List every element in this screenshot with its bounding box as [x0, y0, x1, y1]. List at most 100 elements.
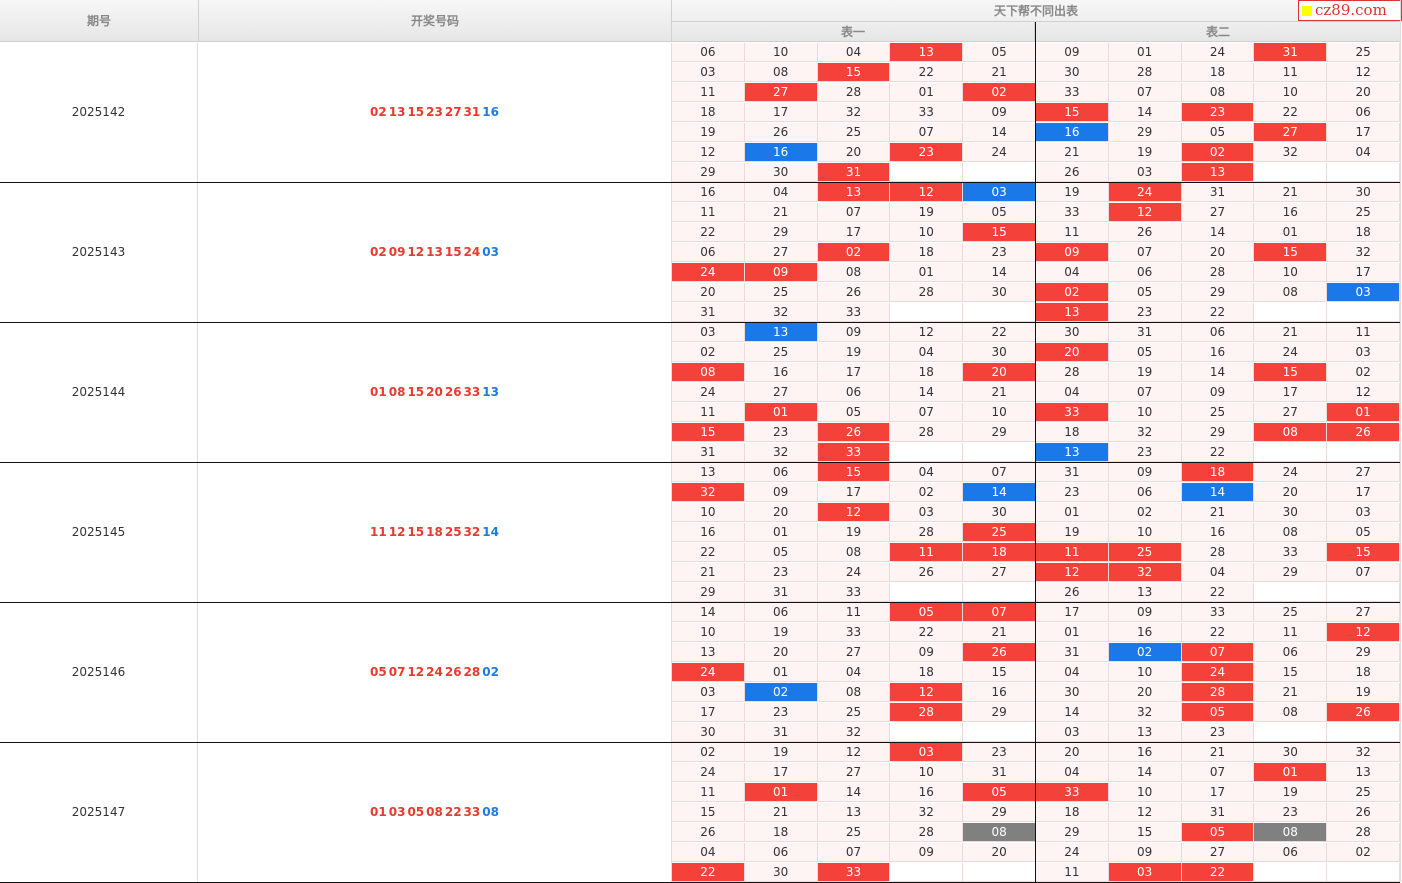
red-ball-number: 13	[388, 105, 406, 119]
table1-cell: 18	[963, 543, 1036, 562]
table2-cell: 07	[1108, 383, 1182, 402]
table1-cell: 32	[817, 103, 891, 122]
table2-cell: 01	[1108, 43, 1182, 62]
table2-cell: 24	[1036, 843, 1109, 862]
red-ball-number: 20	[426, 385, 443, 399]
draw-numbers: 01 08 15 20 26 33 13	[198, 323, 672, 462]
table1-cell: 11	[672, 403, 745, 422]
table2-cell: 32	[1327, 243, 1400, 262]
table1-cell: 21	[963, 383, 1036, 402]
issue-group: 2025142 02 13 15 23 27 31 16 06 10 04 13 05 03 08 15 22 2…	[0, 43, 1400, 183]
table1-cell: 14	[672, 603, 745, 622]
table2-cell	[1254, 583, 1328, 602]
table1-cell: 09	[744, 483, 818, 502]
table1-cell: 03	[672, 683, 745, 702]
table2-cell: 17	[1036, 603, 1109, 622]
table2-cell: 14	[1108, 103, 1182, 122]
table2-cell: 23	[1181, 103, 1255, 122]
table2-cell: 24	[1108, 183, 1182, 202]
draw-numbers: 05 07 12 24 26 28 02	[198, 603, 672, 742]
table2-cell: 01	[1036, 503, 1109, 522]
table1-cell: 20	[744, 503, 818, 522]
table2-cell: 23	[1108, 443, 1182, 462]
table2-cell: 19	[1108, 143, 1182, 162]
table2-cell: 22	[1181, 863, 1255, 882]
table1-cell: 33	[817, 623, 891, 642]
draw-numbers: 02 13 15 23 27 31 16	[198, 43, 672, 182]
table2-cell: 09	[1036, 243, 1109, 262]
red-ball-number: 12	[407, 665, 425, 679]
table2-cell: 05	[1108, 283, 1182, 302]
table1-cell: 02	[817, 243, 891, 262]
table2-cell: 16	[1181, 523, 1255, 542]
table1-cell: 28	[890, 283, 964, 302]
main-table-title: 天下帮不同出表	[672, 0, 1400, 22]
table1-cell	[963, 863, 1036, 882]
table1-cell: 18	[890, 663, 964, 682]
table2-cell: 04	[1036, 763, 1109, 782]
table2-cell: 08	[1181, 83, 1255, 102]
table1-cell: 15	[817, 463, 891, 482]
table1-cell: 26	[672, 823, 745, 842]
table1-cell: 01	[744, 403, 818, 422]
red-ball-number: 32	[463, 525, 481, 539]
issue-column-header: 期号	[0, 0, 199, 42]
table2-cell: 26	[1036, 163, 1109, 182]
table1-cell: 23	[744, 423, 818, 442]
table2-cell: 09	[1108, 843, 1182, 862]
red-ball-number: 08	[426, 805, 443, 819]
table2-cell: 33	[1036, 203, 1109, 222]
table2-cell: 19	[1254, 783, 1328, 802]
table2-cell: 32	[1108, 703, 1182, 722]
table2-cell: 21	[1254, 183, 1328, 202]
table2-cell: 03	[1108, 163, 1182, 182]
table2-cell: 21	[1181, 503, 1255, 522]
red-ball-number: 09	[388, 245, 406, 259]
table2-cell: 24	[1254, 463, 1328, 482]
table2-cell: 33	[1181, 603, 1255, 622]
table2-cell: 10	[1254, 83, 1328, 102]
table1-cell: 01	[890, 83, 964, 102]
table1-cell: 20	[744, 643, 818, 662]
site-logo[interactable]: cz89.com	[1298, 0, 1402, 21]
table2-cell: 03	[1327, 503, 1400, 522]
red-ball-number: 31	[463, 105, 481, 119]
red-ball-number: 11	[370, 525, 387, 539]
table1-cell: 31	[744, 723, 818, 742]
table1-header: 表一	[672, 22, 1035, 42]
table1-cell: 22	[890, 623, 964, 642]
table2-cell: 05	[1108, 343, 1182, 362]
table2-cell: 04	[1036, 383, 1109, 402]
table1-cell: 02	[672, 743, 745, 762]
table2-cell: 27	[1254, 123, 1328, 142]
table1-cell: 19	[744, 743, 818, 762]
table2-cell: 08	[1254, 703, 1328, 722]
table2-cell: 27	[1327, 603, 1400, 622]
red-ball-number: 15	[407, 525, 425, 539]
table1-cell: 31	[817, 163, 891, 182]
table1-cell: 16	[890, 783, 964, 802]
table1-cell	[890, 583, 964, 602]
table1-cell: 22	[672, 863, 745, 882]
table2-cell: 28	[1327, 823, 1400, 842]
red-ball-number: 02	[370, 245, 387, 259]
table2-cell: 09	[1108, 463, 1182, 482]
table2-cell: 06	[1108, 263, 1182, 282]
table2-header: 表二	[1205, 25, 1230, 39]
table2-cell: 06	[1108, 483, 1182, 502]
table2-cell: 12	[1108, 203, 1182, 222]
table1-cell: 13	[672, 643, 745, 662]
table1-cell: 26	[817, 423, 891, 442]
table1-cell: 23	[744, 563, 818, 582]
table1-cell: 10	[672, 623, 745, 642]
table1-cell: 02	[672, 343, 745, 362]
table2-cell: 18	[1181, 63, 1255, 82]
table2-cell: 23	[1254, 803, 1328, 822]
table2-cell: 08	[1254, 423, 1328, 442]
table2-cell: 18	[1181, 463, 1255, 482]
table2-cell: 20	[1108, 683, 1182, 702]
table1-cell: 02	[963, 83, 1036, 102]
red-ball-number: 26	[444, 665, 462, 679]
table1-cell: 08	[817, 683, 891, 702]
table1-cell: 19	[890, 203, 964, 222]
